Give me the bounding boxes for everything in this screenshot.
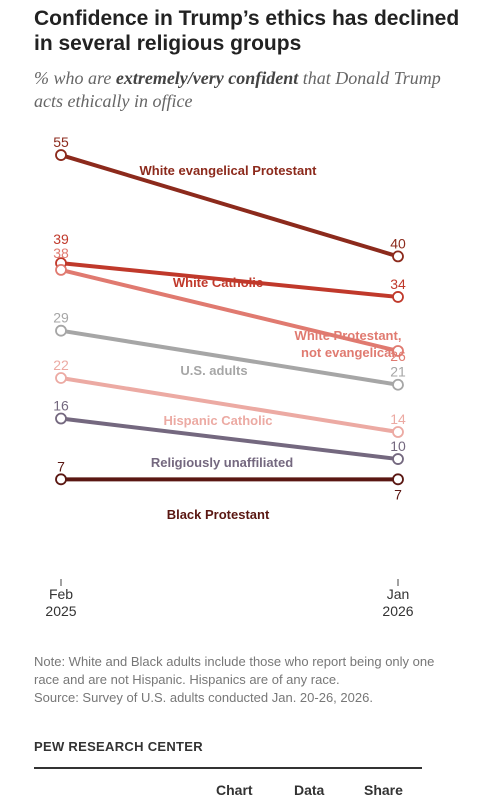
value-label-white-catholic-end: 34 [390, 276, 406, 292]
subtitle-emphasis: extremely/very confident [115, 68, 299, 88]
series-label-hispanic-catholic: Hispanic Catholic [163, 413, 272, 428]
data-point-white-protestant-not-evangelical-0 [55, 264, 67, 276]
line-chart: 55 40 White evangelical Protestant 39 34 Whit… [45, 134, 413, 619]
footer-divider [34, 767, 422, 769]
footer-tabs: Chart Data Share [0, 778, 491, 804]
tab-data[interactable]: Data [294, 782, 325, 798]
value-label-black-protestant-end: 7 [394, 486, 402, 502]
data-point-white-evangelical-protestant-0 [55, 149, 67, 161]
subtitle-prefix: % who are [34, 68, 116, 88]
value-label-u-s-adults-end: 21 [390, 364, 406, 380]
series-label-white-evangelical-protestant: White evangelical Protestant [140, 163, 318, 178]
value-label-white-protestant-not-evangelical-start: 38 [53, 245, 69, 261]
series-line-white-protestant-not-evangelical [59, 267, 400, 353]
tab-chart[interactable]: Chart [216, 782, 253, 798]
x-tick-label-0: Feb 2025 [45, 586, 76, 619]
series-label-white-catholic: White Catholic [173, 275, 263, 290]
value-label-white-catholic-start: 39 [53, 231, 69, 247]
data-point-u-s-adults-0 [55, 324, 67, 337]
chart-note: Note: White and Black adults include tho… [34, 653, 454, 707]
series-line-white-evangelical-protestant [59, 153, 400, 259]
series-line-white-catholic [59, 261, 400, 299]
series-label-white-protestant-not-evangelical: White Protestant, not evangelical [295, 328, 402, 360]
series-line-hispanic-catholic [59, 375, 400, 435]
x-tick-label-1: Jan 2026 [382, 586, 413, 619]
value-label-u-s-adults-start: 29 [53, 310, 69, 326]
data-point-white-evangelical-protestant-1 [392, 250, 404, 263]
data-point-black-protestant-1 [392, 473, 404, 486]
series-label-u-s-adults: U.S. adults [180, 363, 247, 378]
data-point-u-s-adults-1 [392, 378, 404, 391]
data-point-hispanic-catholic-0 [55, 372, 67, 384]
series-line-religiously-unaffiliated [59, 416, 400, 462]
value-label-religiously-unaffiliated-end: 10 [390, 438, 406, 454]
value-label-white-evangelical-protestant-end: 40 [390, 235, 406, 251]
series-line-u-s-adults [59, 328, 400, 387]
data-point-black-protestant-0 [55, 473, 67, 486]
data-point-religiously-unaffiliated-0 [55, 412, 67, 425]
data-point-hispanic-catholic-1 [392, 426, 404, 438]
value-label-hispanic-catholic-end: 14 [390, 411, 406, 427]
series-label-black-protestant: Black Protestant [167, 507, 270, 522]
subtitle-suffix: that Donald Trump acts ethically in offi… [34, 68, 441, 111]
note-text: Note: White and Black adults include tho… [34, 654, 435, 687]
data-point-white-protestant-not-evangelical-1 [392, 345, 404, 357]
tab-share[interactable]: Share [364, 782, 403, 798]
value-label-white-protestant-not-evangelical-end: 26 [390, 348, 406, 364]
source-text: Source: Survey of U.S. adults conducted … [34, 690, 373, 705]
value-label-black-protestant-start: 7 [57, 458, 65, 474]
value-label-hispanic-catholic-start: 22 [53, 357, 69, 373]
value-label-religiously-unaffiliated-start: 16 [53, 398, 69, 414]
series-label-religiously-unaffiliated: Religiously unaffiliated [151, 455, 293, 470]
data-point-white-catholic-1 [392, 291, 404, 303]
value-label-white-evangelical-protestant-start: 55 [53, 134, 69, 150]
chart-title: Confidence in Trump’s ethics has decline… [34, 7, 460, 55]
pew-logo: PEW RESEARCH CENTER [34, 739, 203, 754]
chart-subtitle: % who are extremely/very confident that … [34, 67, 464, 113]
data-point-religiously-unaffiliated-1 [392, 453, 404, 465]
